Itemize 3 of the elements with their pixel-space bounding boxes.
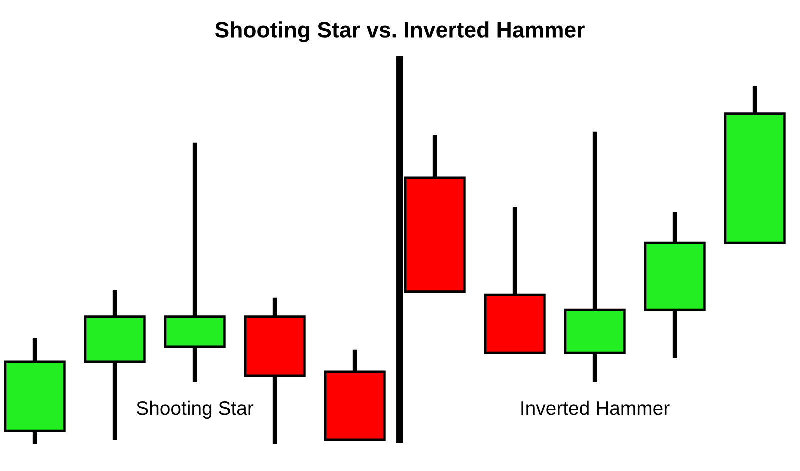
annotation: Inverted Hammer — [522, 400, 670, 416]
chart-title: Shooting Star vs. Inverted Hammer — [215, 22, 585, 42]
annotation: Shooting Star — [136, 400, 254, 420]
